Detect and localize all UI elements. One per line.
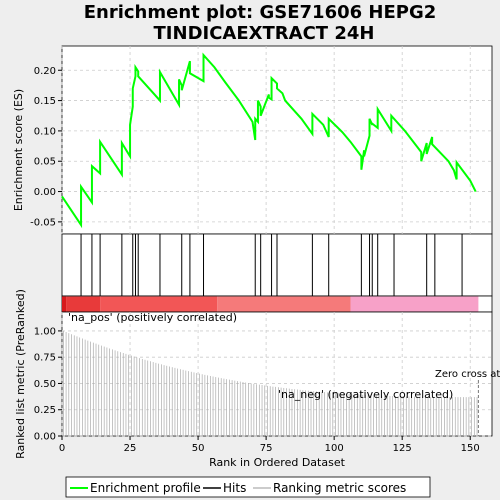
enrichment-profile-line xyxy=(61,52,477,229)
metric-y-ticks: 0.00 0.25 0.50 0.75 1.00 xyxy=(34,326,62,443)
legend-hits-label: Hits xyxy=(223,481,246,495)
neg-correlated-label: 'na_neg' (negatively correlated) xyxy=(278,388,453,401)
metric-tick-label: 1.00 xyxy=(34,326,56,337)
es-tick-label: 0.20 xyxy=(34,66,56,77)
heatmap-segment xyxy=(350,296,479,312)
pos-correlated-label: 'na_pos' (positively correlated) xyxy=(68,311,237,324)
hit-markers xyxy=(80,234,463,296)
metric-tick-label: 0.25 xyxy=(34,405,56,416)
metric-grid xyxy=(61,312,492,437)
x-tick-label: 0 xyxy=(59,443,65,454)
metric-panel xyxy=(61,311,493,437)
metric-y-axis-label: Ranked list metric (PreRanked) xyxy=(14,289,27,459)
zero-cross-label: Zero cross at 153 xyxy=(435,369,500,380)
metric-tick-label: 0.75 xyxy=(34,353,56,364)
heatmap-segment xyxy=(62,296,67,312)
legend-metric-label: Ranking metric scores xyxy=(273,481,406,495)
es-tick-label: 0.15 xyxy=(34,96,56,107)
ranking-metric-bars xyxy=(63,330,478,436)
x-tick-label: 150 xyxy=(461,443,480,454)
es-panel xyxy=(61,45,493,235)
es-tick-label: 0.05 xyxy=(34,157,56,168)
legend-profile-label: Enrichment profile xyxy=(90,481,201,495)
x-tick-label: 75 xyxy=(260,443,273,454)
es-y-axis-label: Enrichment score (ES) xyxy=(12,89,25,211)
x-tick-label: 100 xyxy=(325,443,344,454)
chart-title-line2: TINDICAEXTRACT 24H xyxy=(154,23,375,44)
x-tick-label: 125 xyxy=(393,443,412,454)
x-tick-label: 25 xyxy=(124,443,137,454)
es-y-ticks: -0.05 0.00 0.05 0.10 0.15 0.20 xyxy=(30,66,62,228)
heatmap-segment xyxy=(217,296,351,312)
es-tick-label: 0.00 xyxy=(34,187,56,198)
x-ticks: 0 25 50 75 100 125 150 xyxy=(59,436,480,454)
es-tick-label: -0.05 xyxy=(30,217,56,228)
rank-heatmap xyxy=(62,296,479,312)
x-axis-label: Rank in Ordered Dataset xyxy=(209,456,346,469)
metric-tick-label: 0.50 xyxy=(34,379,56,390)
chart-title-line1: Enrichment plot: GSE71606 HEPG2 xyxy=(84,2,437,23)
heatmap-segment xyxy=(100,296,218,312)
heatmap-segment xyxy=(66,296,101,312)
x-tick-label: 50 xyxy=(192,443,205,454)
es-tick-label: 0.10 xyxy=(34,126,56,137)
legend-box xyxy=(65,476,431,498)
metric-tick-label: 0.00 xyxy=(34,432,56,443)
